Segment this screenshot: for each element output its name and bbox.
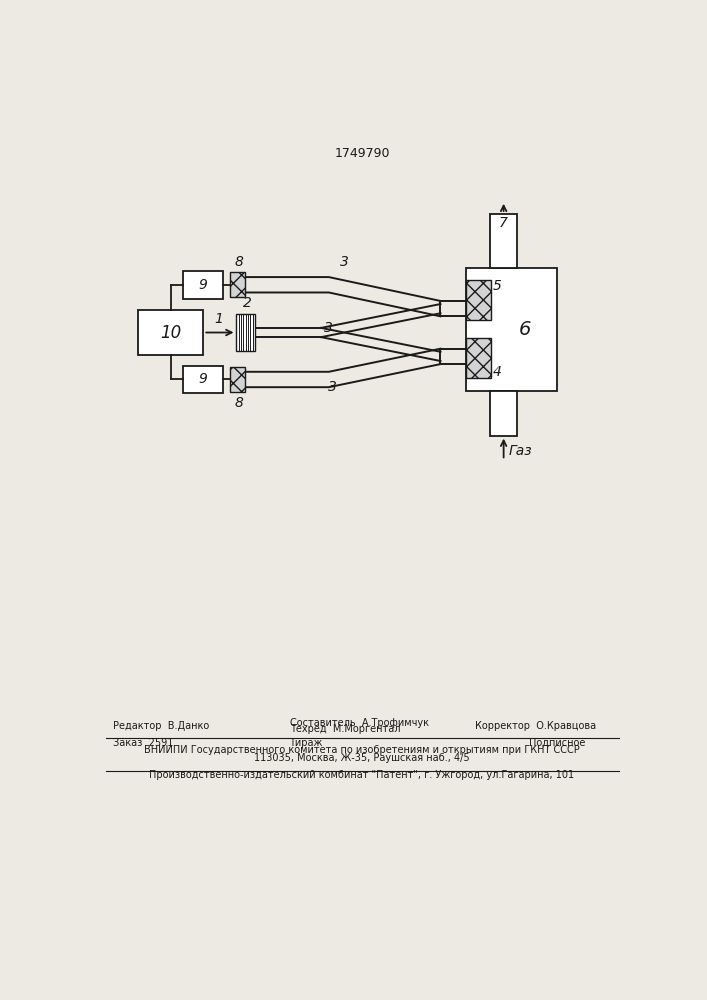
Text: Составитель  А.Трофимчук: Составитель А.Трофимчук: [291, 718, 429, 728]
Text: 9: 9: [198, 278, 207, 292]
Text: 9: 9: [198, 372, 207, 386]
Bar: [182, 271, 223, 299]
Bar: [466, 268, 557, 391]
Text: 113035, Москва, Ж-35, Раушская наб., 4/5: 113035, Москва, Ж-35, Раушская наб., 4/5: [254, 753, 469, 763]
Text: 10: 10: [160, 324, 181, 342]
Text: 6: 6: [519, 320, 531, 339]
Text: ВНИИПИ Государственного комитета по изобретениям и открытиям при ГКНТ СССР: ВНИИПИ Государственного комитета по изоб…: [144, 745, 580, 755]
Bar: [230, 272, 245, 297]
Bar: [490, 391, 518, 436]
Bar: [466, 280, 491, 320]
Text: 2: 2: [243, 296, 252, 310]
Bar: [182, 366, 223, 393]
Text: Газ: Газ: [508, 444, 532, 458]
Text: 5: 5: [493, 279, 502, 293]
Text: 3: 3: [328, 380, 337, 394]
Text: Подписное: Подписное: [529, 738, 585, 748]
Text: 8: 8: [234, 396, 243, 410]
Bar: [230, 367, 245, 392]
Text: 4: 4: [493, 365, 502, 379]
Text: 1749790: 1749790: [335, 147, 390, 160]
Text: 3: 3: [340, 255, 349, 269]
Bar: [490, 214, 518, 268]
Text: 8: 8: [234, 255, 243, 269]
Text: Техред  М.Моргентал: Техред М.Моргентал: [291, 724, 401, 734]
Bar: [236, 314, 255, 351]
Bar: [466, 338, 491, 378]
Text: 3: 3: [325, 321, 333, 335]
Text: 7: 7: [499, 216, 508, 230]
Text: Производственно-издательский комбинат "Патент", г. Ужгород, ул.Гагарина, 101: Производственно-издательский комбинат "П…: [149, 770, 575, 780]
Text: Корректор  О.Кравцова: Корректор О.Кравцова: [475, 721, 596, 731]
Bar: [138, 310, 204, 355]
Text: Заказ  2591: Заказ 2591: [113, 738, 174, 748]
Text: Тираж: Тираж: [289, 738, 322, 748]
Text: Редактор  В.Данко: Редактор В.Данко: [113, 721, 209, 731]
Text: 1: 1: [214, 312, 223, 326]
